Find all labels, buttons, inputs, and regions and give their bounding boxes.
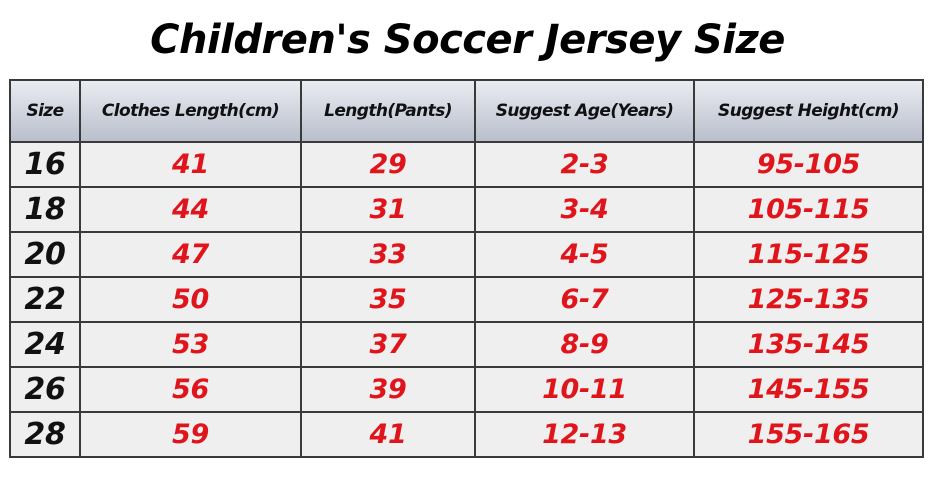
header-suggest-height: Suggest Height(cm) [693, 79, 924, 143]
table-row: 16 41 29 2-3 95-105 [9, 141, 924, 188]
age-cell: 2-3 [474, 141, 695, 188]
size-cell: 20 [9, 231, 81, 278]
pants-length-cell: 39 [300, 366, 476, 413]
height-cell: 105-115 [693, 186, 924, 233]
height-cell: 95-105 [693, 141, 924, 188]
age-cell: 8-9 [474, 321, 695, 368]
height-cell: 145-155 [693, 366, 924, 413]
height-cell: 125-135 [693, 276, 924, 323]
pants-length-cell: 41 [300, 411, 476, 458]
size-cell: 26 [9, 366, 81, 413]
size-cell: 28 [9, 411, 81, 458]
size-cell: 18 [9, 186, 81, 233]
age-cell: 10-11 [474, 366, 695, 413]
table-header-row: Size Clothes Length(cm) Length(Pants) Su… [9, 79, 924, 143]
table-row: 18 44 31 3-4 105-115 [9, 186, 924, 233]
clothes-length-cell: 50 [79, 276, 302, 323]
pants-length-cell: 29 [300, 141, 476, 188]
size-cell: 16 [9, 141, 81, 188]
pants-length-cell: 33 [300, 231, 476, 278]
header-suggest-age: Suggest Age(Years) [474, 79, 695, 143]
age-cell: 12-13 [474, 411, 695, 458]
height-cell: 115-125 [693, 231, 924, 278]
height-cell: 155-165 [693, 411, 924, 458]
table-row: 22 50 35 6-7 125-135 [9, 276, 924, 323]
header-clothes-length: Clothes Length(cm) [79, 79, 302, 143]
clothes-length-cell: 56 [79, 366, 302, 413]
size-chart-table: Size Clothes Length(cm) Length(Pants) Su… [9, 79, 924, 458]
age-cell: 3-4 [474, 186, 695, 233]
size-cell: 22 [9, 276, 81, 323]
pants-length-cell: 37 [300, 321, 476, 368]
clothes-length-cell: 44 [79, 186, 302, 233]
age-cell: 6-7 [474, 276, 695, 323]
clothes-length-cell: 47 [79, 231, 302, 278]
header-pants-length: Length(Pants) [300, 79, 476, 143]
age-cell: 4-5 [474, 231, 695, 278]
size-cell: 24 [9, 321, 81, 368]
table-row: 26 56 39 10-11 145-155 [9, 366, 924, 413]
clothes-length-cell: 59 [79, 411, 302, 458]
height-cell: 135-145 [693, 321, 924, 368]
header-size: Size [9, 79, 81, 143]
pants-length-cell: 31 [300, 186, 476, 233]
table-row: 28 59 41 12-13 155-165 [9, 411, 924, 458]
table-row: 24 53 37 8-9 135-145 [9, 321, 924, 368]
table-row: 20 47 33 4-5 115-125 [9, 231, 924, 278]
pants-length-cell: 35 [300, 276, 476, 323]
clothes-length-cell: 41 [79, 141, 302, 188]
clothes-length-cell: 53 [79, 321, 302, 368]
page-title: Children's Soccer Jersey Size [150, 17, 785, 63]
